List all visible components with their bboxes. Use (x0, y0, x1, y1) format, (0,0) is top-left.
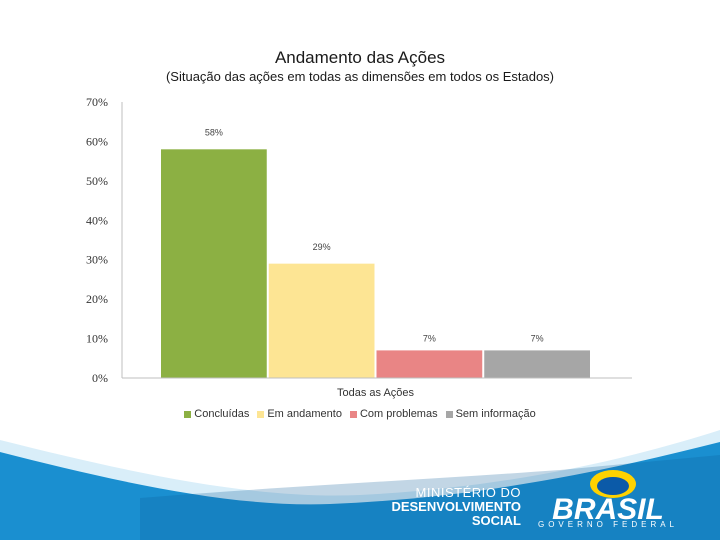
y-tick-label: 70% (86, 95, 108, 109)
y-axis: 0% 10% 20% 30% 40% 50% 60% 70% (86, 95, 108, 385)
data-label: 7% (531, 333, 544, 343)
bar (161, 149, 267, 378)
data-labels-group: 58% 29% 7% 7% (205, 128, 544, 344)
legend-item: Sem informação (445, 408, 536, 420)
ministry-line-1: MINISTÉRIO DO (416, 485, 521, 500)
y-tick-label: 0% (92, 371, 108, 385)
footer-wave-light (0, 430, 720, 540)
data-label: 7% (423, 333, 436, 343)
bar (484, 350, 590, 378)
y-tick-label: 20% (86, 292, 108, 306)
legend-swatch (257, 410, 265, 418)
data-label: 29% (313, 242, 331, 252)
brasil-logo: BRASIL GOVERNO FEDERAL (538, 470, 678, 529)
legend-label: Com problemas (359, 408, 438, 420)
y-tick-label: 50% (86, 174, 108, 188)
chart-title: Andamento das Ações (274, 48, 446, 67)
brasil-globe-center (597, 477, 629, 495)
legend-item: Em andamento (257, 408, 342, 420)
data-label: 58% (205, 128, 223, 138)
footer-wave (0, 442, 720, 540)
legend-swatch (349, 410, 357, 418)
bars-group (161, 149, 590, 378)
bar (376, 350, 483, 378)
y-tick-label: 60% (86, 134, 108, 148)
ministry-line-2: DESENVOLVIMENTO (391, 499, 521, 514)
legend: Concluídas Em andamento Com problemas Sem i… (0, 408, 720, 420)
legend-swatch (445, 410, 453, 418)
footer-wave-shade (140, 455, 720, 540)
bar-chart: 0% 10% 20% 30% 40% 50% 60% 70% 58% 29% 7% 7% Todas… (86, 95, 632, 399)
legend-label: Sem informação (455, 408, 536, 420)
y-tick-label: 40% (86, 213, 108, 227)
legend-label: Em andamento (267, 408, 342, 420)
legend-swatch (184, 410, 192, 418)
y-tick-label: 10% (86, 332, 108, 346)
legend-item: Com problemas (349, 408, 438, 420)
ministry-line-3: SOCIAL (472, 513, 521, 528)
chart-subtitle: (Situação das ações em todas as dimensõe… (165, 69, 555, 84)
legend-item: Concluídas (184, 408, 249, 420)
legend-label: Concluídas (194, 408, 250, 420)
brasil-wordmark: BRASIL (552, 493, 664, 526)
y-tick-label: 30% (86, 253, 108, 267)
bar (268, 263, 375, 378)
governo-federal-text: GOVERNO FEDERAL (538, 520, 678, 529)
brasil-globe-icon (590, 470, 636, 498)
x-category-label: Todas as Ações (337, 387, 415, 399)
ministry-logo: MINISTÉRIO DO DESENVOLVIMENTO SOCIAL (391, 485, 521, 528)
